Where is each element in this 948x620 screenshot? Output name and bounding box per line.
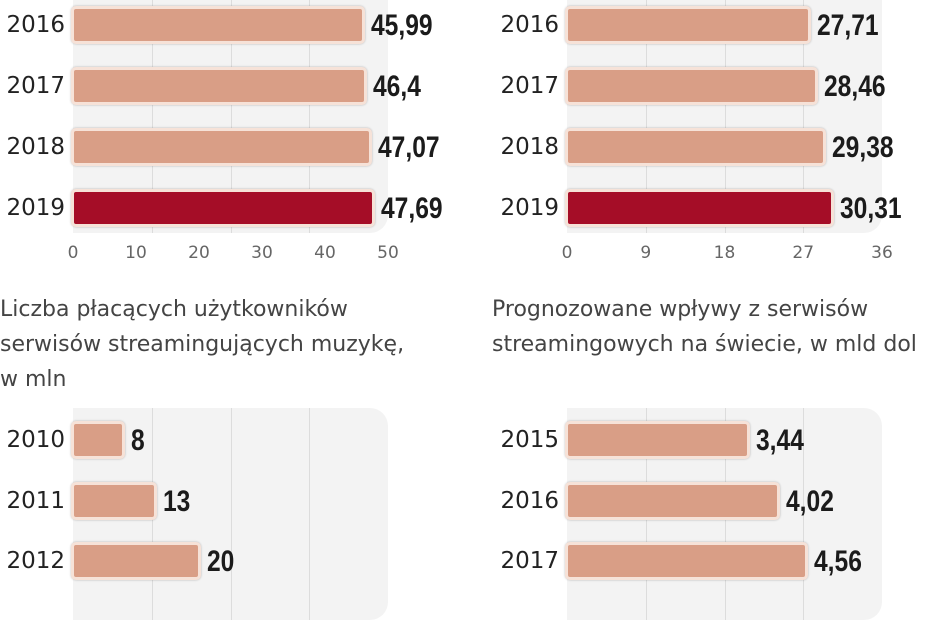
chart-title: Prognozowane wpływy z serwisów streaming… [492,297,917,357]
category-label: 2016 [6,12,65,38]
gridline [309,408,311,620]
category-label: 2012 [6,548,65,574]
value-label: 46,4 [373,70,422,103]
category-label: 2018 [6,134,65,160]
gridline [645,0,647,233]
value-label: 45,99 [370,9,433,42]
x-tick-label: 9 [640,243,652,263]
bar [565,189,835,227]
x-tick-label: 10 [125,243,147,263]
bar [71,542,201,580]
bar [71,482,157,520]
value-label: 8 [131,424,146,457]
x-tick-label: 18 [713,243,736,263]
category-label: 2015 [500,427,559,453]
value-label: 20 [207,545,235,578]
category-label: 2011 [6,488,65,514]
category-label: 2019 [6,195,65,221]
bar [565,482,781,520]
bar [71,6,365,44]
value-label: 47,07 [377,131,440,164]
x-tick-label: 0 [561,243,573,263]
x-tick-label: 40 [314,243,336,263]
gridline [724,0,726,233]
value-label: 4,02 [786,485,834,518]
category-label: 2018 [500,134,559,160]
value-label: 29,38 [832,131,894,164]
x-tick-label: 27 [792,243,815,263]
x-tick-label: 50 [377,243,399,263]
gridline [230,408,232,620]
x-tick-label: 0 [67,243,79,263]
category-label: 2017 [500,548,559,574]
bar [71,189,376,227]
value-label: 30,31 [840,192,902,225]
value-label: 28,46 [824,70,886,103]
gridline [151,0,153,233]
x-tick-label: 20 [188,243,210,263]
value-label: 3,44 [755,424,804,457]
bar [71,67,368,105]
x-tick-label: 30 [251,243,273,263]
value-label: 27,71 [817,9,880,42]
gridline [803,0,805,233]
bar [71,421,126,459]
category-label: 2017 [6,73,65,99]
category-label: 2017 [500,73,559,99]
x-tick-label: 36 [871,243,893,263]
category-label: 2016 [500,488,559,514]
bar [565,67,819,105]
category-label: 2016 [500,12,559,38]
category-label: 2010 [6,427,65,453]
value-label: 47,69 [381,192,444,225]
category-label: 2019 [500,195,559,221]
value-label: 13 [162,485,191,518]
gridline [230,0,232,233]
chart-title: Liczba płacących użytkowników serwisów s… [0,297,405,392]
gridline [309,0,311,233]
bar [565,542,809,580]
value-label: 4,56 [814,545,863,578]
bar [565,421,750,459]
bar [71,128,372,166]
bar [565,6,812,44]
bar [565,128,827,166]
gridline [803,408,805,620]
